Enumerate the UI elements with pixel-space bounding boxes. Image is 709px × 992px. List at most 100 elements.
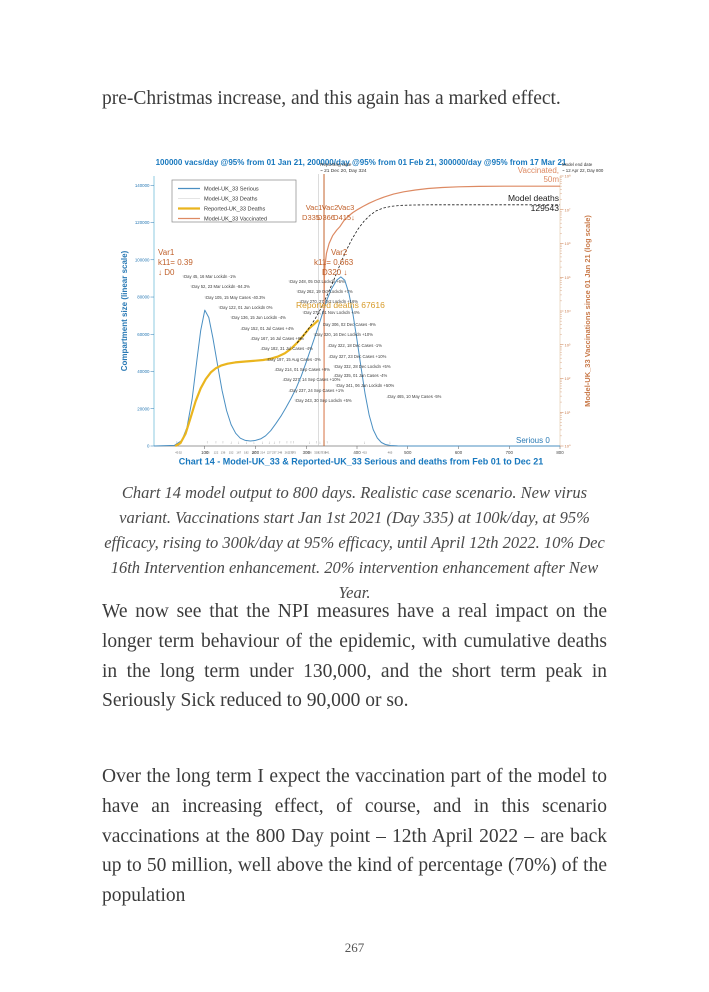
vaccinated-label: Vaccinated, [518,166,559,175]
left-tick-label: 140000 [135,183,150,188]
event-day-label: 45 [175,451,179,455]
event-day-label: 227 [267,451,272,455]
vac3-label: Vac3 [338,203,355,212]
intervention-note: ↑Day 248, 05 Oct Lockdn +6% [288,279,345,284]
event-day-mark: ↑ [293,441,295,445]
intervention-note: ↑Day 270, 27 Oct Lockdn +16% [299,299,358,304]
intervention-note: ↑Day 341, 06 Jan Lockdn +50% [335,383,395,388]
event-day-mark: ↑ [279,441,281,445]
var2-day: D320 ↓ [322,268,347,277]
event-day-label: 415 [362,451,367,455]
intervention-note: Day 306, 02 Dec Cases -9% [323,322,376,327]
event-day-mark: ↓ [268,441,270,445]
intervention-note: ↓Day 197, 15 Aug Cases -3% [266,357,321,362]
event-day-label: 237 [272,451,277,455]
event-day-mark: ↓ [253,441,255,445]
left-tick-label: 120000 [135,220,150,225]
event-day-label: 275 [291,451,296,455]
var1-k11: k11= 0.39 [158,258,193,267]
intervention-note: ↑Day 332, 28 Dec Lockdn +5% [333,364,391,369]
model-deaths-label: Model deaths [508,193,559,203]
legend-box [171,179,297,223]
right-tick-label: 10⁵ [565,275,571,280]
var1-day: ↓ D0 [158,268,175,277]
event-day-label: 214 [260,451,265,455]
intervention-note: ↑Day 45, 16 Mar Lockdn -1% [182,274,236,279]
event-day-label: 52 [179,451,183,455]
intervention-note: ↑Day 136, 15 Jun Lockdn -4% [230,315,286,320]
chart-bottom-title: Chart 14 - Model-UK_33 & Reported-UK_33 … [179,457,544,467]
event-day-label: 262 [285,451,290,455]
event-day-mark: ↓ [319,441,321,445]
vac3-day: D415↓ [333,213,355,222]
chart-top-title: 100000 vacs/day @95% from 01 Jan 21, 200… [156,158,567,167]
right-tick-label: 10⁴ [565,309,571,314]
var1-label: Var1 [158,248,175,257]
intervention-note: ↑Day 122, 01 Jun Lockdn 0% [218,305,273,310]
legend-label: Reported-UK_33 Deaths [204,206,265,212]
x-tick-label: 300 [303,450,311,455]
intervention-note: ↓Day 335, 01 Jan Cases -4% [333,373,388,378]
right-tick-label: 10¹ [565,410,571,415]
paragraph-long-term: Over the long term I expect the vaccinat… [102,766,607,907]
right-tick-label: 10⁸ [565,174,571,179]
event-day-label: 465 [388,451,393,455]
event-day-mark: ↓ [262,441,264,445]
left-tick-label: 40000 [137,369,150,374]
right-tick-label: 10⁰ [565,444,571,449]
event-day-label: 197 [252,451,257,455]
intervention-note: ↓Day 167, 16 Jul Cases +6% [250,336,304,341]
event-day-mark: ↑ [326,441,328,445]
event-day-mark: ↑ [215,441,217,445]
intervention-note: ↓Day 214, 01 Sep Cases +9% [274,367,330,372]
reported-deaths-callout: Reported deaths 67616 [296,300,385,310]
x-tick-label: 100 [201,450,209,455]
intervention-note: ↓Day 182, 31 Jul Cases -4% [260,346,313,351]
event-day-mark: ↑ [316,441,318,445]
series-model-vaccinated [323,185,560,441]
intervention-note: ↓Day 152, 01 Jul Cases +4% [240,326,294,331]
intervention-note: ↓Day 465, 10 May Cases -5% [386,394,442,399]
reporting-date-value: ~ 21 Dec 20, Day 324 [320,168,367,174]
legend-label: Model-UK_33 Deaths [204,196,258,202]
right-tick-label: 10⁷ [565,207,571,212]
event-day-label: 152 [229,451,234,455]
paragraph-npi-impact: We now see that the NPI measures have a … [102,601,607,712]
x-tick-label: 400 [353,450,361,455]
event-day-label: 335 [322,451,327,455]
intervention-note: ↑Day 243, 30 Sep Lockdn +5% [294,398,352,403]
x-tick-label: 500 [404,450,412,455]
var2-k11: k11= 0.663 [314,258,354,267]
event-day-label: 105 [205,451,210,455]
intervention-note: ↑Day 320, 16 Dec Lockdn +10% [313,332,373,337]
vac1-day: D335 [302,213,320,222]
event-day-mark: ↑ [290,441,292,445]
paragraph-intro: pre-Christmas increase, and this again h… [102,88,561,109]
chart-figure: 0 20000 40000 60000 80000 100000 120000 140000 1… [118,158,605,470]
event-day-mark: ↓ [308,441,310,445]
event-day-mark: ↓ [230,441,232,445]
left-tick-label: 20000 [137,406,150,411]
intervention-note: ↑Day 262, 19 Oct Lockdn +7% [296,289,353,294]
intervention-note: ↑Day 52, 23 Mar Lockdn -84.3% [190,284,250,289]
event-day-label: 182 [244,451,249,455]
vac2-day: D366 [317,213,335,222]
right-axis-label: Model-UK_33 Vaccinations since 01 Jan 21… [583,215,592,407]
right-tick-label: 10² [565,376,571,381]
event-day-label: 327 [318,451,323,455]
event-day-mark: ↓ [246,441,248,445]
vac1-label: Vac1 [306,203,323,212]
left-tick-label: 100000 [135,257,150,262]
event-day-label: 320 [314,451,319,455]
reporting-date-label: Reporting date [320,162,352,168]
x-tick-label: 700 [506,450,514,455]
legend-label: Model-UK_33 Vaccinated [204,216,267,222]
event-day-label: 270 [289,451,294,455]
serious-end-label: Serious 0 [516,436,550,445]
event-day-label: 306 [307,451,312,455]
right-tick-label: 10³ [565,342,571,347]
figure-caption: Chart 14 model output to 800 days. Reali… [104,483,605,602]
event-day-label: 341 [325,451,330,455]
left-axis-label: Compartment size (linear scale) [120,250,129,371]
model-end-date-label: Model end date [562,162,593,167]
